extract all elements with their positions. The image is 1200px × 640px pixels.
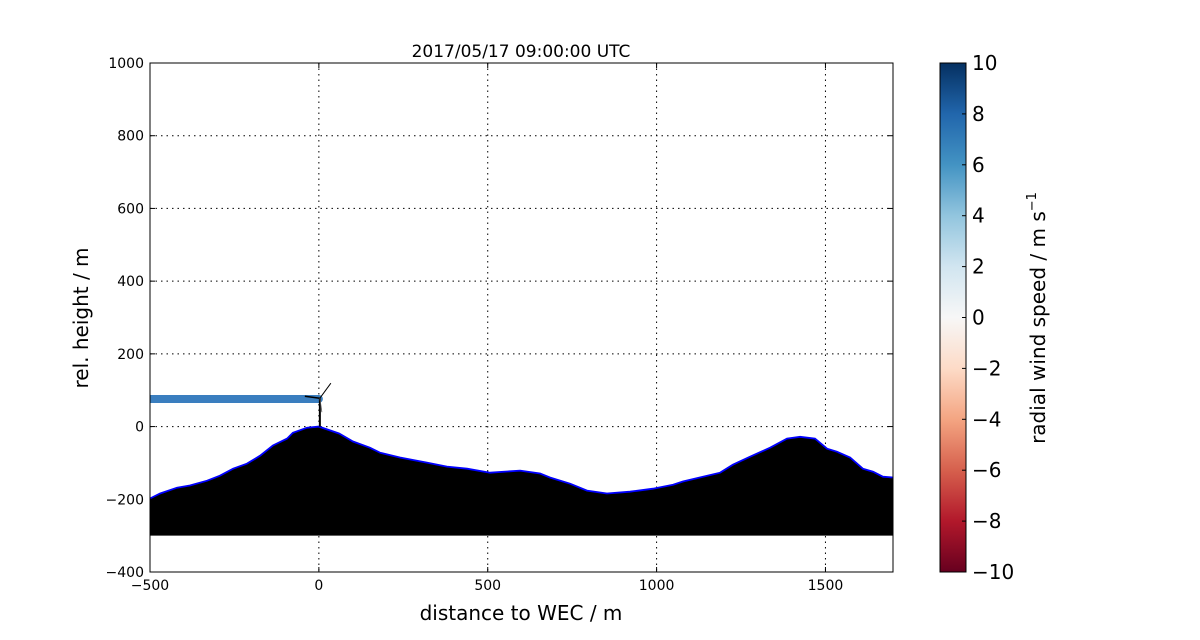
colorbar-tick-label: 0: [972, 306, 985, 330]
colorbar-tick-label: 4: [972, 204, 985, 228]
colorbar-label-text: radial wind speed / m s: [1026, 211, 1050, 444]
colorbar-label-superscript: −1: [1025, 192, 1040, 211]
y-tick-label: 200: [117, 347, 144, 363]
x-axis-label: distance to WEC / m: [420, 601, 623, 625]
terrain-area: [150, 426, 893, 536]
y-tick-label: 400: [117, 274, 144, 290]
x-tick-label: −500: [131, 578, 169, 594]
colorbar-tick-label: 8: [972, 102, 985, 126]
axes-frame: [149, 62, 894, 573]
colorbar-tick-label: 10: [972, 51, 997, 75]
terrain-outline: [150, 425, 893, 500]
y-tick-label: 600: [117, 201, 144, 217]
colorbar-tick-label: −10: [972, 560, 1014, 584]
y-tick-label: 0: [135, 420, 144, 436]
plot-area: [150, 382, 893, 536]
turbine-blade: [319, 398, 323, 413]
colorbar-tick-label: −6: [972, 458, 1001, 482]
x-tick-label: 1000: [639, 578, 675, 594]
y-axis-label: rel. height / m: [69, 247, 93, 388]
y-tick-label: −400: [106, 565, 144, 581]
chart-title: 2017/05/17 09:00:00 UTC: [412, 42, 631, 62]
colorbar-tick-label: 6: [972, 153, 985, 177]
colorbar-tick-label: 2: [972, 255, 985, 279]
x-tick-label: 500: [474, 578, 501, 594]
axis-ticks: −500 0 500 1000 1500 −400 −200 0 200 400 600 800 100…: [106, 56, 893, 594]
y-tick-label: 1000: [108, 56, 144, 72]
colorbar-label: radial wind speed / m s−1: [1025, 192, 1050, 444]
turbine-blade: [304, 395, 320, 399]
colorbar-ticks: 10 8 6 4 2 0 −2 −4 −6 −8 −10: [962, 51, 1014, 584]
colorbar-tick-label: −8: [972, 509, 1001, 533]
x-tick-label: 0: [314, 578, 323, 594]
y-tick-label: −200: [106, 492, 144, 508]
turbine-blade: [319, 382, 332, 399]
colorbar-tick-label: −4: [972, 407, 1001, 431]
colorbar-tick-label: −2: [972, 356, 1001, 380]
y-tick-label: 800: [117, 129, 144, 145]
x-tick-label: 1500: [808, 578, 844, 594]
